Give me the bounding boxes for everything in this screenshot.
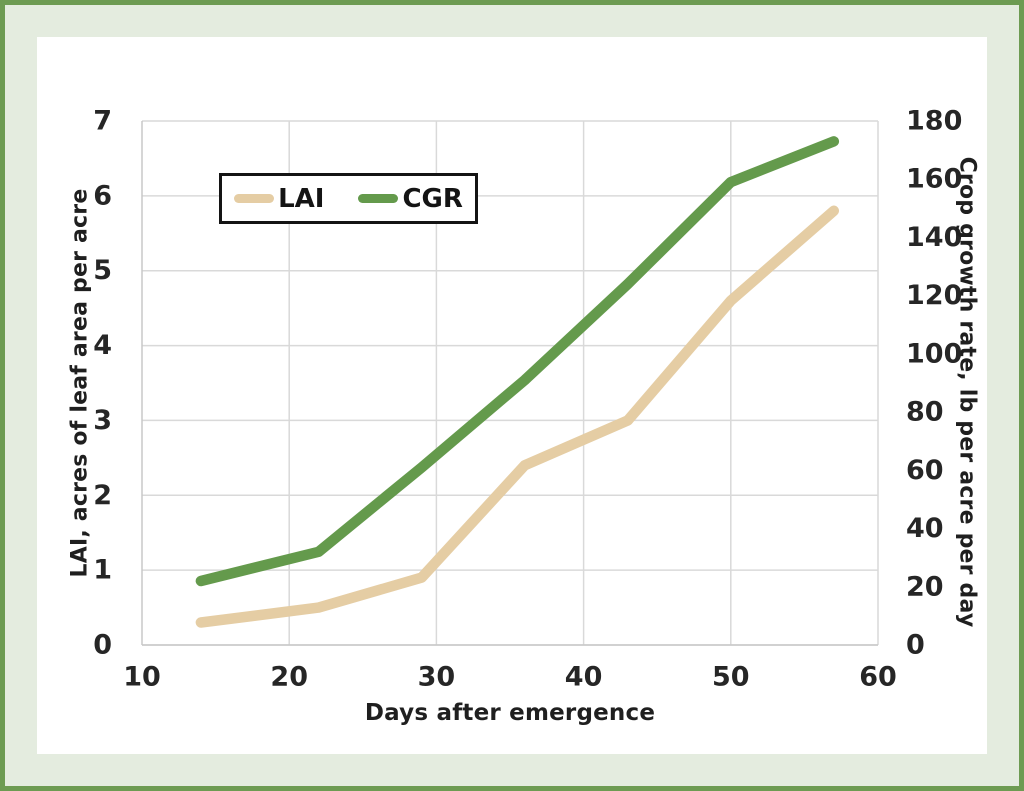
y-right-tick-label: 0 — [906, 630, 925, 661]
y-left-tick-label: 2 — [93, 480, 112, 511]
y-right-tick-label: 80 — [906, 397, 944, 428]
y-right-tick-label: 20 — [906, 571, 944, 602]
y-right-tick-label: 120 — [906, 280, 962, 311]
cgr-line — [195, 136, 840, 587]
y-right-tick-label: 140 — [906, 222, 962, 253]
series-lines — [195, 136, 840, 628]
x-tick-label: 50 — [712, 662, 750, 693]
legend: LAI CGR — [219, 173, 478, 224]
y-left-tick-label: 6 — [93, 180, 112, 211]
y-left-tick-label: 3 — [93, 405, 112, 436]
x-tick-label: 60 — [859, 662, 897, 693]
y-left-tick-label: 0 — [93, 630, 112, 661]
y-right-tick-label: 40 — [906, 513, 944, 544]
cgr-line-swatch — [358, 194, 399, 203]
y-left-tick-label: 1 — [93, 555, 112, 586]
y-left-tick-label: 7 — [93, 106, 112, 137]
tick-labels: 10 20 30 40 50 60 0 1 2 3 4 5 6 7 0 20 40 60 80 100 120 140 16… — [93, 106, 962, 693]
y-right-tick-label: 60 — [906, 455, 944, 486]
left-axis-title: LAI, acres of leaf area per acre — [67, 188, 93, 578]
lai-line — [195, 205, 840, 628]
y-right-tick-label: 100 — [906, 338, 962, 369]
x-tick-label: 10 — [123, 662, 161, 693]
legend-label-cgr: CGR — [402, 183, 463, 214]
x-axis-title: Days after emergence — [364, 700, 656, 726]
x-tick-label: 20 — [270, 662, 308, 693]
y-right-tick-label: 160 — [906, 164, 962, 195]
y-left-tick-label: 5 — [93, 255, 112, 286]
y-right-tick-label: 180 — [906, 106, 962, 137]
legend-item-cgr: CGR — [358, 183, 463, 214]
y-left-tick-label: 4 — [93, 330, 112, 361]
right-axis-title: Crop growth rate, lb per acre per day — [954, 156, 980, 628]
x-tick-label: 40 — [565, 662, 603, 693]
x-tick-label: 30 — [418, 662, 456, 693]
lai-line-swatch — [234, 194, 275, 203]
legend-item-lai: LAI — [234, 186, 324, 212]
legend-label-lai: LAI — [278, 183, 325, 214]
